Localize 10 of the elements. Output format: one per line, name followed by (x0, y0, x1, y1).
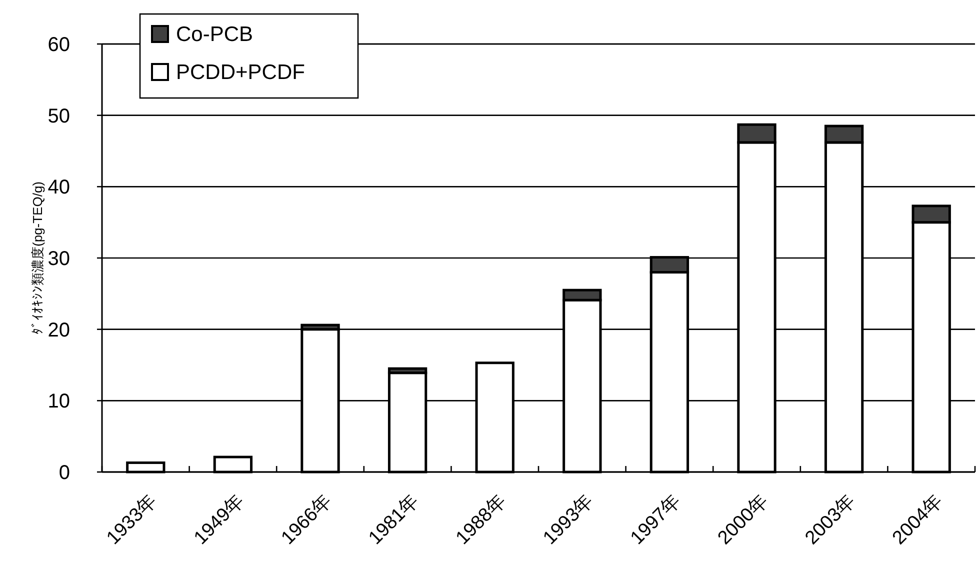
legend-label: Co-PCB (176, 23, 254, 46)
y-tick-label: 50 (48, 105, 70, 128)
y-tick-label: 30 (48, 248, 70, 270)
y-tick-label: 60 (48, 34, 70, 56)
y-tick-label: 10 (48, 390, 70, 413)
y-tick-label: 0 (58, 462, 70, 484)
y-axis-title: ﾀﾞｲｵｷｼﾝ類濃度(pg-TEQ/g) (30, 181, 45, 335)
y-tick-label: 40 (48, 176, 70, 199)
y-tick-label: 20 (48, 319, 70, 342)
legend-label: PCDD+PCDF (176, 61, 305, 84)
